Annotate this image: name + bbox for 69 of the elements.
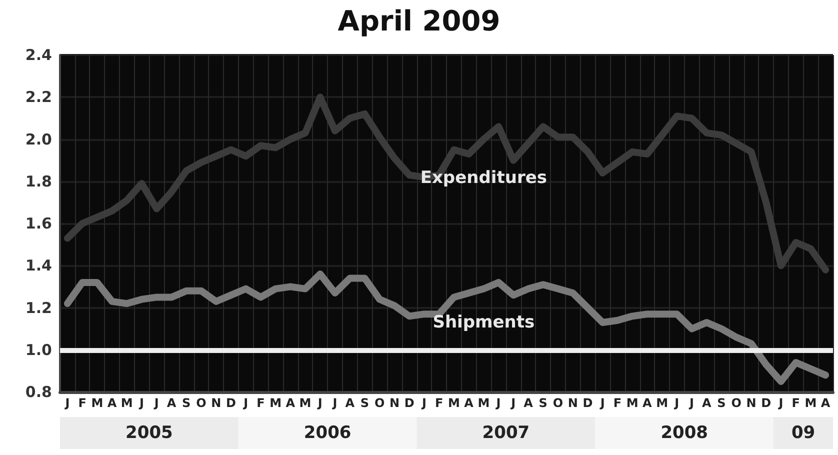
- y-tick-label: 2.0: [25, 130, 52, 148]
- x-tick-label: J: [316, 396, 322, 410]
- x-tick-label: S: [182, 396, 191, 410]
- text: 2006: [304, 423, 352, 443]
- x-tick-label: F: [792, 396, 800, 410]
- x-tick-label: J: [778, 396, 784, 410]
- x-tick-label: J: [599, 396, 605, 410]
- x-tick-label: J: [138, 396, 144, 410]
- text: 2007: [482, 423, 530, 443]
- x-tick-label: D: [226, 396, 236, 410]
- x-tick-label: M: [270, 396, 282, 410]
- x-tick-label: A: [107, 396, 118, 410]
- x-tick-label: A: [702, 396, 712, 410]
- x-tick-label: F: [256, 396, 265, 410]
- x-tick-label: J: [242, 396, 248, 410]
- x-tick-label: J: [510, 396, 516, 410]
- x-tick-label: M: [448, 396, 460, 410]
- y-tick-label: 1.6: [25, 214, 52, 232]
- x-tick-label: A: [464, 396, 474, 410]
- text: 09: [791, 423, 816, 443]
- x-tick-label: O: [552, 396, 564, 410]
- x-tick-label: J: [153, 396, 159, 410]
- x-tick-label: S: [538, 396, 548, 410]
- x-tick-label: J: [420, 396, 426, 410]
- x-tick-label: J: [688, 396, 694, 410]
- x-tick-label: N: [746, 396, 756, 410]
- text: 2005: [126, 423, 173, 443]
- x-tick-label: N: [568, 396, 578, 410]
- x-tick-label: A: [166, 396, 177, 410]
- series-label: Shipments: [432, 312, 535, 332]
- x-tick-label: M: [120, 396, 133, 410]
- x-tick-label: M: [656, 396, 668, 410]
- x-tick-label: S: [717, 396, 726, 410]
- x-tick-label: A: [345, 396, 356, 410]
- x-tick-label: M: [804, 396, 817, 410]
- x-tick-label: J: [674, 396, 680, 410]
- x-tick-label: A: [642, 396, 653, 410]
- x-tick-label: O: [196, 396, 206, 410]
- x-tick-label: J: [64, 396, 70, 410]
- x-tick-label: F: [78, 396, 86, 410]
- x-tick-label: D: [761, 396, 772, 410]
- x-tick-label: M: [91, 396, 104, 410]
- y-tick-label: 1.2: [25, 298, 52, 317]
- text: 2008: [660, 423, 708, 443]
- y-tick-label: 2.2: [25, 88, 52, 106]
- y-tick-label: 0.8: [25, 383, 52, 401]
- x-tick-label: S: [360, 396, 370, 410]
- chart-title: April 2009: [338, 4, 500, 38]
- x-tick-label: O: [374, 396, 385, 410]
- x-tick-label: A: [820, 396, 831, 410]
- y-tick-label: 1.8: [25, 172, 52, 190]
- x-tick-label: D: [582, 396, 593, 410]
- series-label: Expenditures: [420, 168, 547, 188]
- x-tick-label: O: [731, 396, 742, 410]
- x-tick-label: J: [332, 396, 338, 410]
- x-tick-label: F: [613, 396, 622, 410]
- x-tick-label: M: [299, 396, 312, 410]
- x-tick-label: N: [389, 396, 400, 410]
- x-tick-label: M: [478, 396, 490, 410]
- x-tick-label: D: [404, 396, 414, 410]
- y-tick-label: 2.4: [25, 46, 52, 64]
- x-tick-label: A: [524, 396, 534, 410]
- y-tick-label: 1.4: [25, 256, 52, 275]
- y-tick-label: 1.0: [25, 340, 52, 359]
- x-tick-label: J: [495, 396, 501, 410]
- x-tick-label: A: [286, 396, 296, 410]
- x-tick-label: M: [626, 396, 638, 410]
- x-tick-label: N: [211, 396, 222, 410]
- x-tick-label: F: [434, 396, 444, 410]
